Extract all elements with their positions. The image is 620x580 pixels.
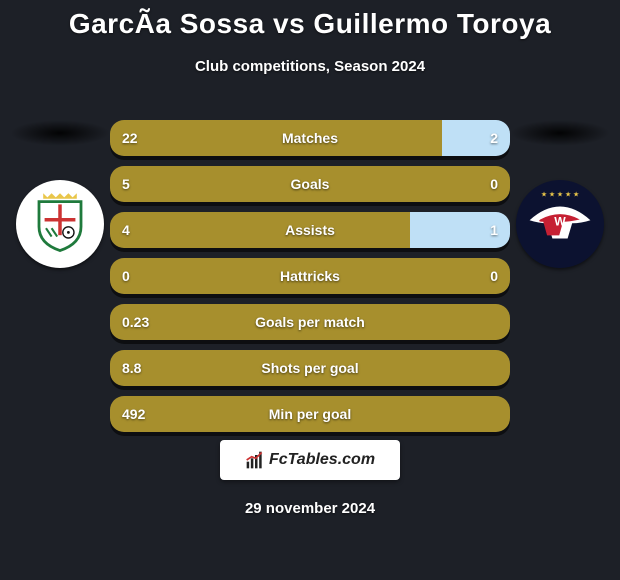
stat-bar-left — [110, 120, 442, 156]
watermark-text: FcTables.com — [269, 451, 375, 469]
left-player-column — [0, 120, 120, 268]
svg-text:W: W — [554, 215, 566, 229]
stat-row: 222Matches — [110, 120, 510, 156]
watermark: FcTables.com — [220, 440, 400, 480]
stats-table: 222Matches50Goals41Assists00Hattricks0.2… — [110, 120, 510, 442]
stat-bar-left — [110, 350, 510, 386]
stat-bar-left — [110, 166, 510, 202]
stat-row: 8.8Shots per goal — [110, 350, 510, 386]
stat-value-left: 8.8 — [122, 350, 141, 386]
stat-row: 00Hattricks — [110, 258, 510, 294]
stat-bar-left — [110, 258, 510, 294]
left-team-badge — [16, 180, 104, 268]
page-title: GarcÃ­a Sossa vs Guillermo Toroya — [0, 0, 620, 40]
player-photo-shadow — [10, 120, 110, 146]
stat-value-right: 1 — [490, 212, 498, 248]
stat-row: 50Goals — [110, 166, 510, 202]
shield-icon — [25, 189, 95, 259]
right-player-column: ★ ★ ★ ★ ★ W — [500, 120, 620, 268]
stat-row: 492Min per goal — [110, 396, 510, 432]
stat-value-left: 492 — [122, 396, 145, 432]
stat-row: 41Assists — [110, 212, 510, 248]
svg-text:★ ★ ★ ★ ★: ★ ★ ★ ★ ★ — [541, 191, 579, 199]
stat-row: 0.23Goals per match — [110, 304, 510, 340]
stat-value-left: 0 — [122, 258, 130, 294]
stat-value-right: 2 — [490, 120, 498, 156]
chart-icon — [245, 450, 265, 470]
stat-value-left: 4 — [122, 212, 130, 248]
player-photo-shadow — [510, 120, 610, 146]
shield-icon: ★ ★ ★ ★ ★ W — [522, 186, 598, 262]
stat-bar-right — [442, 120, 510, 156]
stat-value-right: 0 — [490, 258, 498, 294]
stat-value-left: 22 — [122, 120, 138, 156]
stat-bar-left — [110, 304, 510, 340]
stat-value-right: 0 — [490, 166, 498, 202]
stat-value-left: 0.23 — [122, 304, 149, 340]
stat-bar-left — [110, 212, 410, 248]
stat-bar-left — [110, 396, 510, 432]
subtitle: Club competitions, Season 2024 — [0, 58, 620, 75]
snapshot-date: 29 november 2024 — [0, 500, 620, 517]
right-team-badge: ★ ★ ★ ★ ★ W — [516, 180, 604, 268]
stat-value-left: 5 — [122, 166, 130, 202]
